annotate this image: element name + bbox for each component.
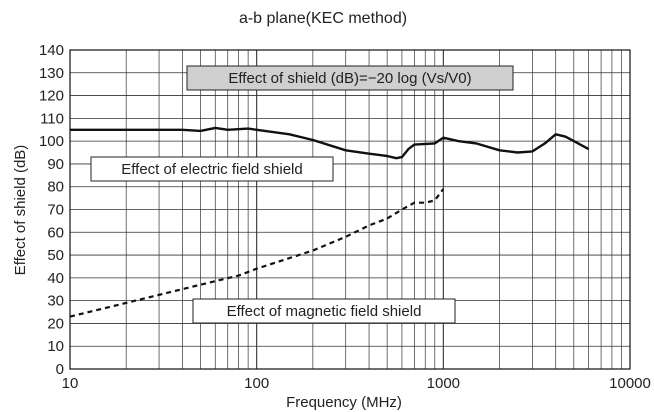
chart-series [69, 126, 590, 318]
x-tick-label: 10 [62, 375, 79, 392]
x-tick-label: 1000 [427, 375, 460, 392]
x-axis-title: Frequency (MHz) [286, 394, 402, 411]
y-tick-label: 140 [39, 42, 64, 59]
y-tick-label: 50 [47, 247, 64, 264]
y-tick-label: 80 [47, 179, 64, 196]
plot-frame [69, 49, 631, 370]
y-tick-label: 0 [56, 361, 64, 378]
y-tick-label: 40 [47, 270, 64, 287]
magnetic-field-shield-line [69, 188, 445, 318]
chart-title: a-b plane(KEC method) [239, 10, 407, 27]
x-axis-tick-labels: 10 100 1000 10000 [62, 375, 651, 392]
y-axis-title: Effect of shield (dB) [12, 145, 29, 276]
y-tick-label: 70 [47, 202, 64, 219]
y-tick-label: 130 [39, 65, 64, 82]
y-tick-label: 30 [47, 293, 64, 310]
electric-field-label: Effect of electric field shield [121, 161, 302, 178]
chart-annotations: Effect of shield (dB)=−20 log (Vs/V0) Eff… [90, 65, 514, 324]
y-tick-label: 20 [47, 315, 64, 332]
y-tick-label: 10 [47, 338, 64, 355]
shield-formula-label-box [186, 65, 514, 91]
y-tick-label: 120 [39, 88, 64, 105]
magnetic-field-label-box [192, 298, 456, 324]
y-tick-label: 110 [40, 110, 64, 127]
shield-formula-label: Effect of shield (dB)=−20 log (Vs/V0) [228, 70, 471, 87]
y-tick-label: 60 [47, 224, 64, 241]
y-tick-label: 100 [39, 133, 64, 150]
electric-field-label-box [90, 156, 334, 182]
y-tick-label: 90 [47, 156, 64, 173]
y-axis-tick-labels: 0 10 20 30 40 50 60 70 80 90 100 110 120 130 140 [39, 42, 64, 378]
x-tick-label: 100 [244, 375, 269, 392]
magnetic-field-label: Effect of magnetic field shield [227, 303, 422, 320]
x-tick-label: 10000 [609, 375, 651, 392]
electric-field-shield-line [70, 126, 590, 160]
